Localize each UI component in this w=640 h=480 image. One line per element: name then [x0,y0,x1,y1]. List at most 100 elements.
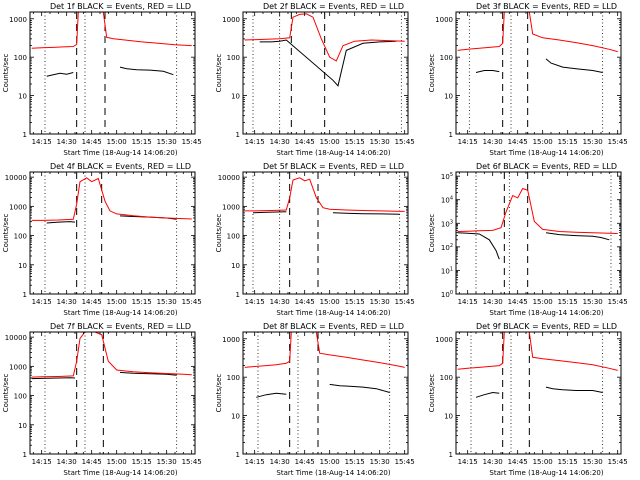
x-tick-label: 15:30 [370,298,390,306]
lld-series-line [244,331,405,368]
x-tick-label: 15:00 [107,458,127,466]
x-tick-label: 15:15 [345,298,365,306]
events-series-line [46,221,76,224]
lld-series-line [31,331,192,378]
y-tick-label: 100 [441,290,453,299]
lld-series-line [457,331,618,371]
panel-title: Det 5f BLACK = Events, RED = LLD [263,162,404,171]
x-tick-label: 14:30 [57,458,77,466]
x-tick-label: 14:45 [508,298,528,306]
lld-series-line [31,11,192,49]
plot-frame [242,171,409,295]
x-tick-label: 15:30 [583,458,603,466]
y-tick-label: 1 [449,451,453,459]
x-tick-label: 15:00 [107,138,127,146]
x-tick-label: 14:30 [483,298,503,306]
y-tick-label: 103 [441,219,453,228]
y-tick-label: 1 [23,451,27,459]
events-series-line [545,386,603,393]
y-tick-label: 10 [18,262,27,270]
x-tick-label: 15:30 [370,138,390,146]
x-axis-label: Start Time (18-Aug-14 14:06:20) [489,149,603,157]
x-tick-label: 15:15 [132,138,152,146]
x-tick-label: 14:30 [57,138,77,146]
panel-7: Det 7f BLACK = Events, RED = LLD Counts/s… [2,322,202,477]
panel-title: Det 1f BLACK = Events, RED = LLD [50,2,191,11]
x-tick-label: 14:15 [245,298,265,306]
y-axis-label: Counts/sec [2,214,10,253]
panel-2: Det 2f BLACK = Events, RED = LLD Counts/s… [215,2,415,157]
x-tick-label: 14:45 [295,458,315,466]
x-tick-label: 15:00 [320,138,340,146]
x-axis-label: Start Time (18-Aug-14 14:06:20) [276,149,390,157]
panel-8: Det 8f BLACK = Events, RED = LLD Counts/s… [215,322,415,477]
y-axis-label: Counts/sec [2,374,10,413]
x-tick-label: 14:30 [57,298,77,306]
x-tick-label: 14:15 [32,458,52,466]
x-tick-label: 15:00 [533,298,553,306]
plot-frame [242,11,409,135]
y-tick-label: 101 [441,266,453,275]
x-tick-label: 14:15 [32,138,52,146]
panel-4: Det 4f BLACK = Events, RED = LLD Counts/s… [2,162,202,317]
events-series-line [545,58,603,73]
y-tick-label: 100 [14,233,27,241]
y-axis-label: Counts/sec [215,374,223,413]
y-tick-label: 10000 [5,174,27,182]
plot-frame [242,331,409,455]
events-series-line [119,66,174,76]
x-tick-label: 15:45 [395,298,415,306]
x-tick-label: 15:45 [395,458,415,466]
x-tick-label: 14:45 [82,458,102,466]
y-tick-label: 1000 [9,16,27,24]
y-tick-label: 1 [23,131,27,139]
x-axis-label: Start Time (18-Aug-14 14:06:20) [63,309,177,317]
y-tick-label: 1000 [9,203,27,211]
x-tick-label: 15:15 [132,298,152,306]
x-tick-label: 14:30 [483,458,503,466]
x-tick-label: 14:45 [82,138,102,146]
y-tick-label: 100 [227,374,240,382]
panel-3: Det 3f BLACK = Events, RED = LLD Counts/s… [428,2,628,157]
x-tick-label: 15:15 [345,458,365,466]
x-tick-label: 15:45 [608,458,628,466]
plot-frame [29,171,196,295]
x-tick-label: 15:30 [583,298,603,306]
events-series-line [31,377,76,380]
y-tick-label: 100 [14,393,27,401]
x-tick-label: 15:15 [558,138,578,146]
events-series-line [259,39,397,87]
x-tick-label: 15:30 [157,138,177,146]
y-axis-label: Counts/sec [215,54,223,93]
y-tick-label: 100 [227,233,240,241]
lld-series-line [457,187,618,234]
y-tick-label: 1 [449,131,453,139]
y-tick-label: 10000 [5,334,27,342]
x-tick-label: 15:15 [558,298,578,306]
y-tick-label: 100 [440,54,453,62]
panel-title: Det 8f BLACK = Events, RED = LLD [263,322,404,331]
x-tick-label: 14:15 [458,138,478,146]
x-tick-label: 14:30 [270,458,290,466]
y-tick-label: 1000 [222,336,240,344]
y-tick-label: 10 [18,93,27,101]
x-tick-label: 14:15 [458,458,478,466]
x-tick-label: 15:45 [182,298,202,306]
x-tick-label: 14:45 [295,138,315,146]
x-tick-label: 14:45 [508,138,528,146]
x-tick-label: 15:15 [345,138,365,146]
x-axis-label: Start Time (18-Aug-14 14:06:20) [489,309,603,317]
x-tick-label: 15:30 [157,458,177,466]
y-tick-label: 10 [231,262,240,270]
x-axis-label: Start Time (18-Aug-14 14:06:20) [489,469,603,477]
x-tick-label: 14:30 [270,298,290,306]
x-tick-label: 15:30 [157,298,177,306]
x-axis-label: Start Time (18-Aug-14 14:06:20) [63,469,177,477]
x-tick-label: 14:45 [508,458,528,466]
panel-title: Det 9f BLACK = Events, RED = LLD [476,322,617,331]
events-series-line [329,383,390,393]
panel-title: Det 3f BLACK = Events, RED = LLD [476,2,617,11]
panel-title: Det 4f BLACK = Events, RED = LLD [50,162,191,171]
panel-5: Det 5f BLACK = Events, RED = LLD Counts/s… [215,162,415,317]
